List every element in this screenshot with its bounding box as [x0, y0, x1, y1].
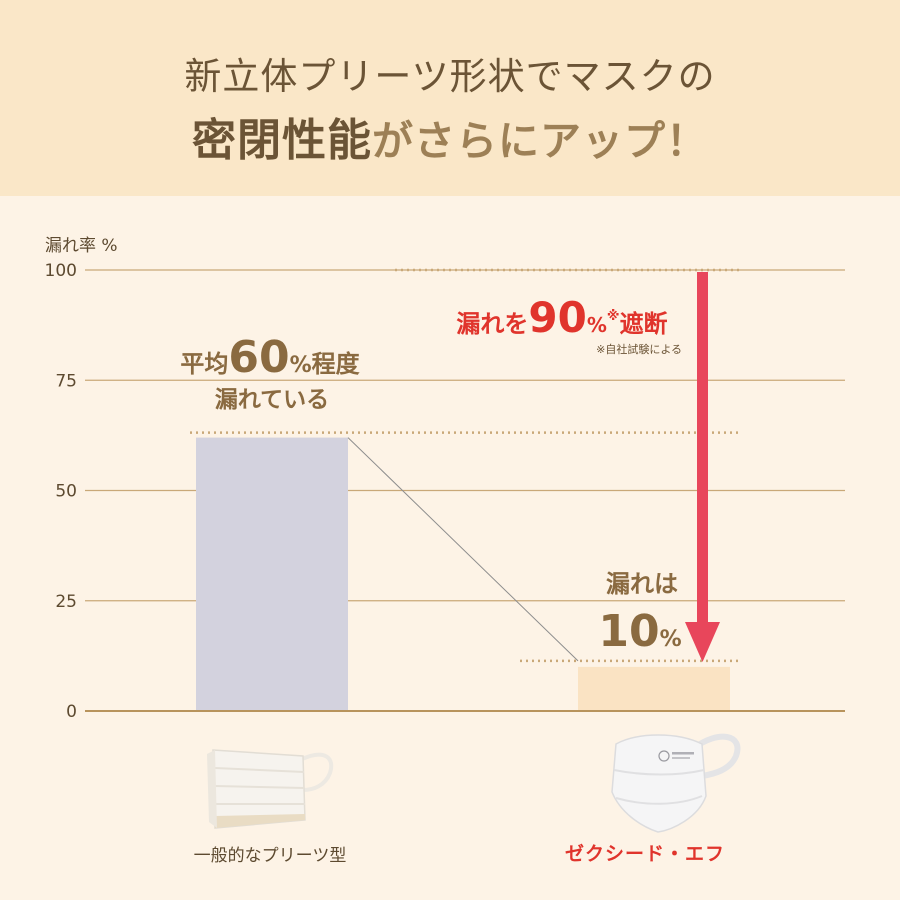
headline-line2: 密閉性能がさらにアップ！: [0, 104, 900, 168]
footnote-text: ※自社試験による: [596, 342, 682, 356]
y-tick-label-75: 75: [55, 371, 77, 391]
y-tick-label-0: 0: [66, 702, 77, 722]
connector-line: [347, 437, 579, 662]
y-tick-label-25: 25: [55, 592, 77, 612]
arrow-suffix: 遮断: [620, 310, 668, 338]
y-axis-label: 漏れ率 %: [45, 236, 118, 256]
zexeed-annotation-line1: 漏れは: [606, 570, 678, 598]
arrow-unit: %: [587, 313, 607, 337]
arrow-annotation: 漏れを90%※遮断: [456, 293, 667, 342]
y-tick-labels: 100 75 50 25 0: [45, 261, 77, 722]
generic-suffix: 程度: [312, 350, 361, 378]
zexeed-unit: %: [660, 627, 682, 652]
category-label-zexeed: ゼクシード・エフ: [564, 843, 725, 865]
arrow-head-icon: [685, 622, 720, 662]
arrow-prefix: 漏れを: [456, 310, 528, 338]
gridlines: [85, 269, 845, 602]
arrow-shaft: [697, 272, 708, 627]
generic-annotation-line1: 平均60%程度: [180, 332, 360, 383]
bar-generic-pleat: [196, 437, 348, 711]
pleated-mask-image: [207, 749, 334, 829]
arrow-note-mark: ※: [607, 309, 620, 324]
headline-line1: 新立体プリーツ形状でマスクの: [184, 55, 716, 98]
bar-zexeed-f: [578, 666, 730, 711]
y-tick-label-50: 50: [55, 482, 77, 502]
header-banner: 新立体プリーツ形状でマスクの 密閉性能がさらにアップ！: [0, 0, 900, 196]
generic-big-number: 60: [228, 332, 289, 383]
generic-prefix: 平均: [180, 350, 228, 378]
category-label-generic: 一般的なプリーツ型: [193, 846, 347, 866]
zexeed-big-number: 10: [598, 606, 659, 657]
zexeed-mask-image: [611, 733, 741, 833]
headline-rest: がさらにアップ！: [372, 117, 708, 165]
zexeed-annotation-line2: 10%: [598, 606, 681, 657]
generic-unit: %: [290, 353, 312, 378]
arrow-big-number: 90: [528, 293, 586, 342]
y-tick-label-100: 100: [45, 261, 77, 281]
headline-emphasis: 密閉性能: [192, 115, 372, 166]
generic-annotation-line2: 漏れている: [215, 387, 329, 413]
